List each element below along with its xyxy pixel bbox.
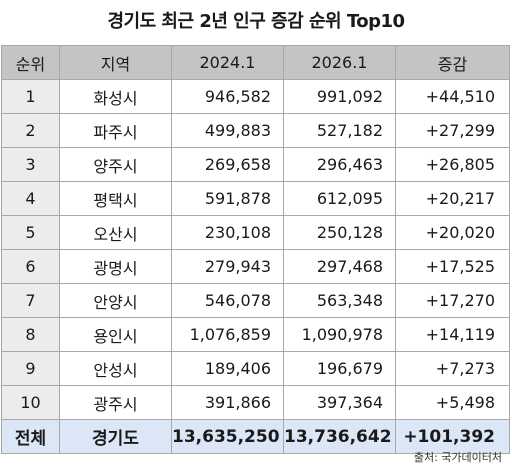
table-row: 7 안양시 546,078 563,348 +17,270	[1, 283, 510, 318]
header-pop-2024: 2024.1	[171, 45, 284, 80]
region-cell: 양주시	[59, 147, 172, 182]
header-rank: 순위	[1, 45, 60, 80]
population-table: 순위 지역 2024.1 2026.1 증감 1 화성시 946,582 991…	[1, 45, 510, 454]
pop-2026-cell: 196,679	[283, 351, 396, 386]
region-cell: 오산시	[59, 215, 172, 250]
region-cell: 안양시	[59, 283, 172, 318]
table-title: 경기도 최근 2년 인구 증감 순위 Top10	[107, 11, 405, 32]
change-cell: +5,498	[395, 385, 510, 420]
pop-2024-cell: 591,878	[171, 181, 284, 216]
change-cell: +20,217	[395, 181, 510, 216]
pop-2024-cell: 189,406	[171, 351, 284, 386]
pop-2026-cell: 612,095	[283, 181, 396, 216]
header-region: 지역	[59, 45, 172, 80]
total-row: 전체 경기도 13,635,250 13,736,642 +101,392	[1, 419, 510, 454]
rank-cell: 1	[1, 79, 60, 114]
total-pop-2026-cell: 13,736,642	[283, 419, 396, 454]
pop-2024-cell: 269,658	[171, 147, 284, 182]
table-row: 1 화성시 946,582 991,092 +44,510	[1, 79, 510, 114]
pop-2026-cell: 527,182	[283, 113, 396, 148]
pop-2026-cell: 297,468	[283, 249, 396, 284]
change-cell: +27,299	[395, 113, 510, 148]
region-cell: 광명시	[59, 249, 172, 284]
table-row: 3 양주시 269,658 296,463 +26,805	[1, 147, 510, 182]
change-cell: +20,020	[395, 215, 510, 250]
pop-2024-cell: 946,582	[171, 79, 284, 114]
table-row: 9 안성시 189,406 196,679 +7,273	[1, 351, 510, 386]
rank-cell: 8	[1, 317, 60, 352]
header-pop-2026: 2026.1	[283, 45, 396, 80]
change-cell: +17,270	[395, 283, 510, 318]
rank-cell: 2	[1, 113, 60, 148]
pop-2024-cell: 279,943	[171, 249, 284, 284]
pop-2024-cell: 1,076,859	[171, 317, 284, 352]
rank-cell: 6	[1, 249, 60, 284]
rank-cell: 9	[1, 351, 60, 386]
region-cell: 안성시	[59, 351, 172, 386]
pop-2026-cell: 563,348	[283, 283, 396, 318]
table-row: 2 파주시 499,883 527,182 +27,299	[1, 113, 510, 148]
total-label-cell: 전체	[1, 419, 60, 454]
table-row: 6 광명시 279,943 297,468 +17,525	[1, 249, 510, 284]
change-cell: +44,510	[395, 79, 510, 114]
pop-2026-cell: 296,463	[283, 147, 396, 182]
pop-2026-cell: 250,128	[283, 215, 396, 250]
table-row: 5 오산시 230,108 250,128 +20,020	[1, 215, 510, 250]
total-region-cell: 경기도	[59, 419, 172, 454]
pop-2026-cell: 991,092	[283, 79, 396, 114]
region-cell: 광주시	[59, 385, 172, 420]
region-cell: 평택시	[59, 181, 172, 216]
table-row: 4 평택시 591,878 612,095 +20,217	[1, 181, 510, 216]
source-note: 출처: 국가데이터처	[413, 451, 502, 464]
rank-cell: 5	[1, 215, 60, 250]
pop-2024-cell: 499,883	[171, 113, 284, 148]
table-row: 8 용인시 1,076,859 1,090,978 +14,119	[1, 317, 510, 352]
region-cell: 용인시	[59, 317, 172, 352]
pop-2024-cell: 391,866	[171, 385, 284, 420]
region-cell: 화성시	[59, 79, 172, 114]
change-cell: +14,119	[395, 317, 510, 352]
rank-cell: 3	[1, 147, 60, 182]
header-row: 순위 지역 2024.1 2026.1 증감	[1, 45, 510, 80]
pop-2026-cell: 1,090,978	[283, 317, 396, 352]
change-cell: +7,273	[395, 351, 510, 386]
total-pop-2024-cell: 13,635,250	[171, 419, 284, 454]
change-cell: +17,525	[395, 249, 510, 284]
rank-cell: 10	[1, 385, 60, 420]
header-change: 증감	[395, 45, 510, 80]
pop-2024-cell: 230,108	[171, 215, 284, 250]
total-change-cell: +101,392	[395, 419, 510, 454]
rank-cell: 7	[1, 283, 60, 318]
pop-2024-cell: 546,078	[171, 283, 284, 318]
table-row: 10 광주시 391,866 397,364 +5,498	[1, 385, 510, 420]
rank-cell: 4	[1, 181, 60, 216]
change-cell: +26,805	[395, 147, 510, 182]
pop-2026-cell: 397,364	[283, 385, 396, 420]
region-cell: 파주시	[59, 113, 172, 148]
table-body: 1 화성시 946,582 991,092 +44,510 2 파주시 499,…	[1, 79, 510, 454]
